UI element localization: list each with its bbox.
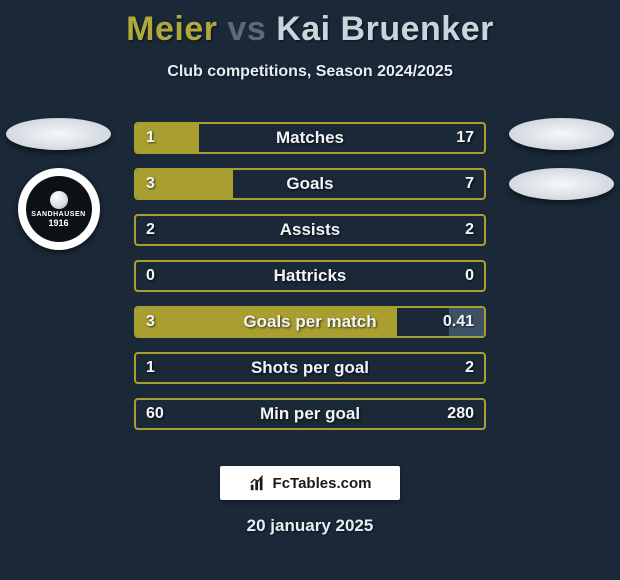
player2-name: Kai Bruenker [276,10,494,48]
stat-right-value: 7 [465,175,474,193]
stat-label: Assists [280,220,340,240]
vs-label: vs [227,10,266,48]
chart-icon [249,474,267,492]
stat-row: 3 Goals 7 [134,168,486,200]
stat-row: 2 Assists 2 [134,214,486,246]
player1-name: Meier [126,10,217,48]
player1-club-badge: SANDHAUSEN 1916 [18,168,100,250]
stat-row: 1 Matches 17 [134,122,486,154]
player2-club-placeholder [509,168,614,200]
stat-row: 0 Hattricks 0 [134,260,486,292]
stat-right-value: 0 [465,267,474,285]
player1-portrait-placeholder [6,118,111,150]
stat-right-value: 17 [456,129,474,147]
brand-text: FcTables.com [273,475,372,492]
stat-left-value: 0 [146,267,155,285]
page-title: Meier vs Kai Bruenker [0,0,620,49]
stat-left-value: 1 [146,129,155,147]
right-badge-column [509,118,614,200]
stat-left-value: 2 [146,221,155,239]
stat-right-value: 2 [465,359,474,377]
stat-row: 1 Shots per goal 2 [134,352,486,384]
stat-row: 3 Goals per match 0.41 [134,306,486,338]
subtitle: Club competitions, Season 2024/2025 [0,63,620,81]
stat-left-value: 3 [146,313,155,331]
stat-label: Matches [276,128,344,148]
stat-left-value: 1 [146,359,155,377]
club-name: SANDHAUSEN [31,211,85,218]
stat-row: 60 Min per goal 280 [134,398,486,430]
stat-label: Goals per match [243,312,376,332]
stat-left-value: 60 [146,405,164,423]
stats-bars: 1 Matches 17 3 Goals 7 2 Assists 2 0 Hattricks 0 3 Go… [134,122,486,430]
stat-label: Shots per goal [251,358,369,378]
stat-right-value: 280 [447,405,474,423]
date-label: 20 january 2025 [0,516,620,536]
left-badge-column: SANDHAUSEN 1916 [6,118,111,250]
stat-label: Hattricks [274,266,347,286]
stat-label: Min per goal [260,404,360,424]
ball-icon [50,191,68,209]
club-year: 1916 [48,218,68,228]
stat-right-value: 2 [465,221,474,239]
stat-left-value: 3 [146,175,155,193]
stat-label: Goals [286,174,333,194]
player2-portrait-placeholder [509,118,614,150]
stat-right-value: 0.41 [443,313,474,331]
brand-badge[interactable]: FcTables.com [220,466,400,500]
